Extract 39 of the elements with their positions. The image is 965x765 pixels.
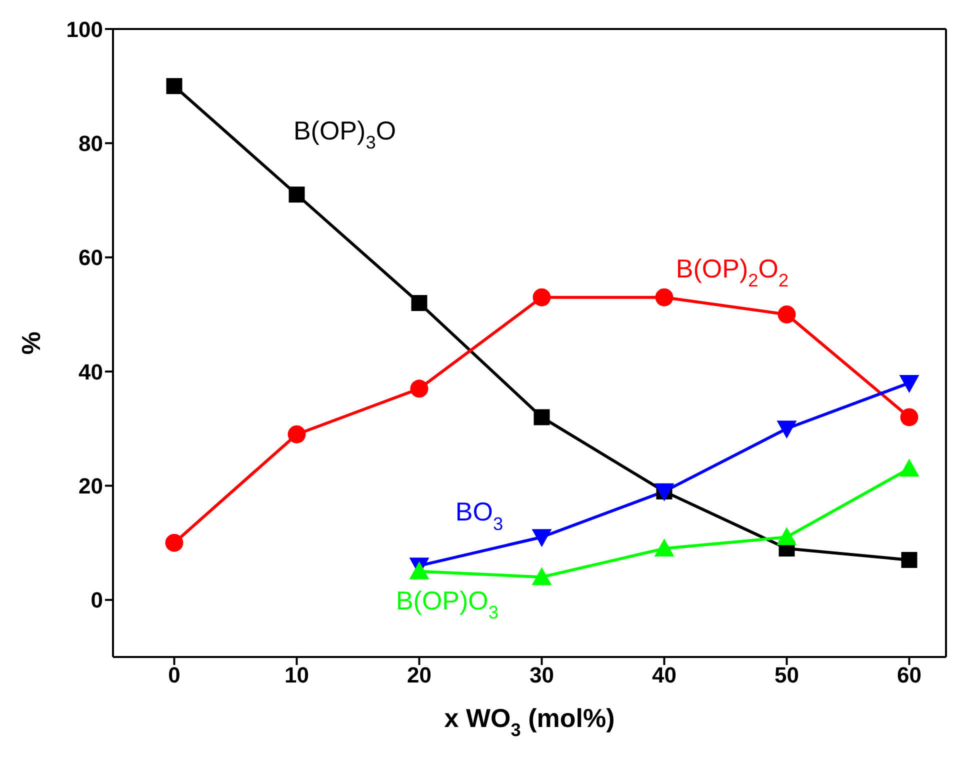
y-tick-label: 100	[66, 16, 103, 42]
point	[901, 552, 918, 568]
point	[410, 380, 428, 398]
x-axis-title: x WO$_{3}$ (mol%)	[444, 703, 615, 740]
point	[776, 527, 797, 546]
point	[778, 305, 796, 324]
x-tick-label: 40	[652, 662, 676, 688]
point	[409, 561, 430, 580]
y-tick-label: 0	[90, 588, 103, 613]
point	[532, 288, 551, 306]
point	[532, 529, 552, 548]
point	[165, 534, 184, 552]
point	[534, 409, 550, 426]
x-tick-label: 0	[168, 662, 180, 688]
y-tick-label: 40	[78, 359, 103, 384]
point	[655, 288, 674, 306]
point	[776, 420, 797, 439]
x-tick-label: 10	[284, 662, 309, 688]
series-label: BO$_{3}$	[455, 496, 504, 534]
point	[288, 186, 305, 203]
x-tick-label: 60	[897, 662, 922, 688]
point	[899, 374, 920, 393]
point	[166, 78, 182, 94]
y-axis-title: %	[16, 331, 46, 355]
series-label: B(OP)$_{2}$O$_{2}$	[676, 253, 789, 290]
x-tick-label: 20	[407, 662, 432, 688]
point	[899, 458, 920, 477]
y-tick-label: 60	[78, 245, 103, 270]
point	[288, 425, 306, 444]
x-tick-label: 30	[530, 662, 554, 688]
series-label: B(OP)O$_{3}$	[396, 585, 499, 622]
y-tick-label: 80	[78, 130, 103, 156]
point	[900, 408, 918, 426]
point	[654, 538, 674, 557]
x-tick-label: 50	[774, 662, 799, 688]
point	[532, 567, 552, 586]
y-tick-label: 20	[78, 474, 103, 499]
point	[411, 295, 428, 312]
series-label: B(OP)$_{3}$O	[293, 116, 396, 153]
